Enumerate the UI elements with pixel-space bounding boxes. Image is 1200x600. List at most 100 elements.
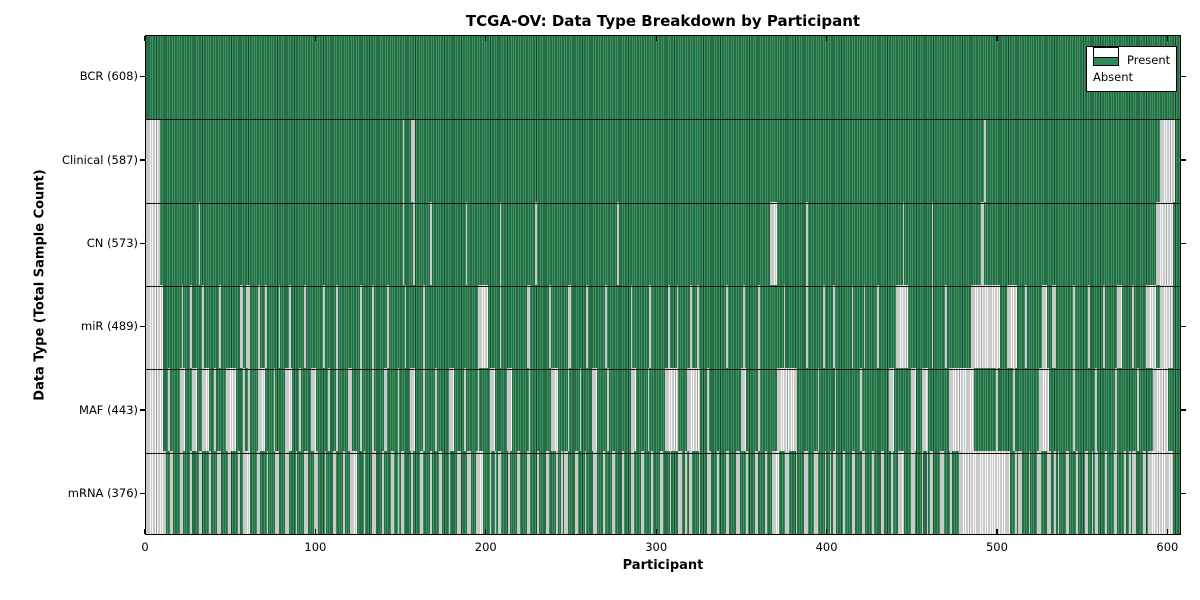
absent-stripe [549, 285, 551, 368]
y-tick-mark-left [140, 242, 145, 244]
absent-stripe [409, 368, 415, 451]
absent-stripe [1072, 368, 1075, 451]
absent-stripe [423, 368, 425, 451]
absent-stripe [1123, 451, 1126, 534]
absent-stripe [327, 368, 330, 451]
row-separator [146, 286, 1180, 287]
absent-stripe [678, 451, 682, 534]
absent-stripe [499, 285, 502, 368]
matrix-row-cn [146, 202, 1180, 285]
absent-stripe [770, 202, 777, 285]
absent-stripe [591, 368, 597, 451]
absent-stripe [1094, 451, 1099, 534]
absent-stripe [258, 285, 260, 368]
absent-stripe [725, 451, 730, 534]
absent-stripe [1052, 285, 1056, 368]
absent-stripe [560, 451, 563, 534]
absent-stripe [640, 451, 645, 534]
absent-stripe [314, 451, 318, 534]
absent-stripe [227, 451, 232, 534]
absent-stripe [258, 368, 266, 451]
x-tick-label-400: 400 [815, 540, 838, 554]
absent-stripe [419, 451, 424, 534]
absent-stripe [981, 202, 985, 285]
x-tick-mark-bottom-0 [144, 528, 146, 534]
absent-stripe [219, 285, 221, 368]
absent-stripe [697, 285, 699, 368]
absent-stripe [622, 451, 624, 534]
absent-stripe [256, 451, 260, 534]
absent-stripe [423, 285, 425, 368]
absent-stripe [180, 451, 184, 534]
chart-title: TCGA-OV: Data Type Breakdown by Particip… [465, 12, 861, 30]
absent-stripe [1159, 285, 1174, 368]
absent-stripe [397, 368, 400, 451]
x-tick-label-0: 0 [141, 540, 149, 554]
absent-stripe [1054, 451, 1056, 534]
y-tick-mark-right [1181, 492, 1186, 494]
absent-stripe [146, 368, 163, 451]
absent-stripe [285, 451, 289, 534]
absent-stripe [945, 285, 947, 368]
absent-stripe [872, 451, 874, 534]
absent-stripe [765, 451, 767, 534]
absent-stripe [617, 202, 619, 285]
absent-stripe [397, 451, 400, 534]
absent-stripe [372, 285, 374, 368]
absent-stripe [686, 368, 701, 451]
absent-stripe [402, 202, 405, 285]
absent-stripe [477, 368, 480, 451]
absent-stripe [1156, 202, 1174, 285]
x-tick-mark-bottom-600 [1166, 528, 1168, 534]
absent-stripe [880, 451, 885, 534]
absent-stripe [526, 451, 531, 534]
absent-stripe [202, 285, 204, 368]
absent-stripe [931, 202, 934, 285]
y-tick-mark-right [1181, 76, 1186, 78]
absent-stripe [647, 368, 650, 451]
absent-stripe [776, 368, 798, 451]
x-tick-mark-top-500 [996, 36, 998, 42]
absent-stripe [1006, 285, 1017, 368]
absent-stripe [605, 285, 607, 368]
x-tick-mark-bottom-200 [485, 528, 487, 534]
absent-stripe [921, 451, 924, 534]
x-tick-mark-bottom-100 [314, 528, 316, 534]
absent-stripe [494, 451, 497, 534]
absent-stripe [390, 451, 395, 534]
absent-stripe [348, 368, 352, 451]
x-tick-label-100: 100 [304, 540, 327, 554]
absent-stripe [214, 368, 216, 451]
absent-stripe [489, 368, 495, 451]
absent-stripe [387, 285, 390, 368]
matrix-row-mrna [146, 451, 1180, 534]
absent-stripe [717, 451, 720, 534]
absent-stripe [795, 451, 798, 534]
absent-stripe [1057, 451, 1060, 534]
absent-stripe [350, 451, 357, 534]
absent-stripe [651, 451, 653, 534]
absent-stripe [1159, 119, 1175, 202]
absent-stripe [180, 368, 186, 451]
absent-stripe [411, 119, 415, 202]
absent-stripe [630, 285, 633, 368]
absent-stripe [169, 451, 174, 534]
absent-stripe [1018, 451, 1022, 534]
matrix-row-maf [146, 368, 1180, 451]
x-tick-mark-top-0 [144, 36, 146, 42]
absent-stripe [1094, 368, 1097, 451]
absent-stripe [448, 368, 454, 451]
absent-stripe [822, 285, 825, 368]
y-tick-mark-right [1181, 326, 1186, 328]
absent-stripe [237, 451, 240, 534]
absent-stripe [754, 451, 759, 534]
y-tick-mark-left [140, 326, 145, 328]
absent-stripe [363, 451, 366, 534]
absent-stripe [669, 451, 672, 534]
absent-stripe [299, 368, 301, 451]
absent-stripe [897, 451, 905, 534]
absent-stripe [1013, 368, 1016, 451]
matrix-row-mir [146, 285, 1180, 368]
absent-stripe [413, 202, 415, 285]
absent-stripe [707, 368, 709, 451]
